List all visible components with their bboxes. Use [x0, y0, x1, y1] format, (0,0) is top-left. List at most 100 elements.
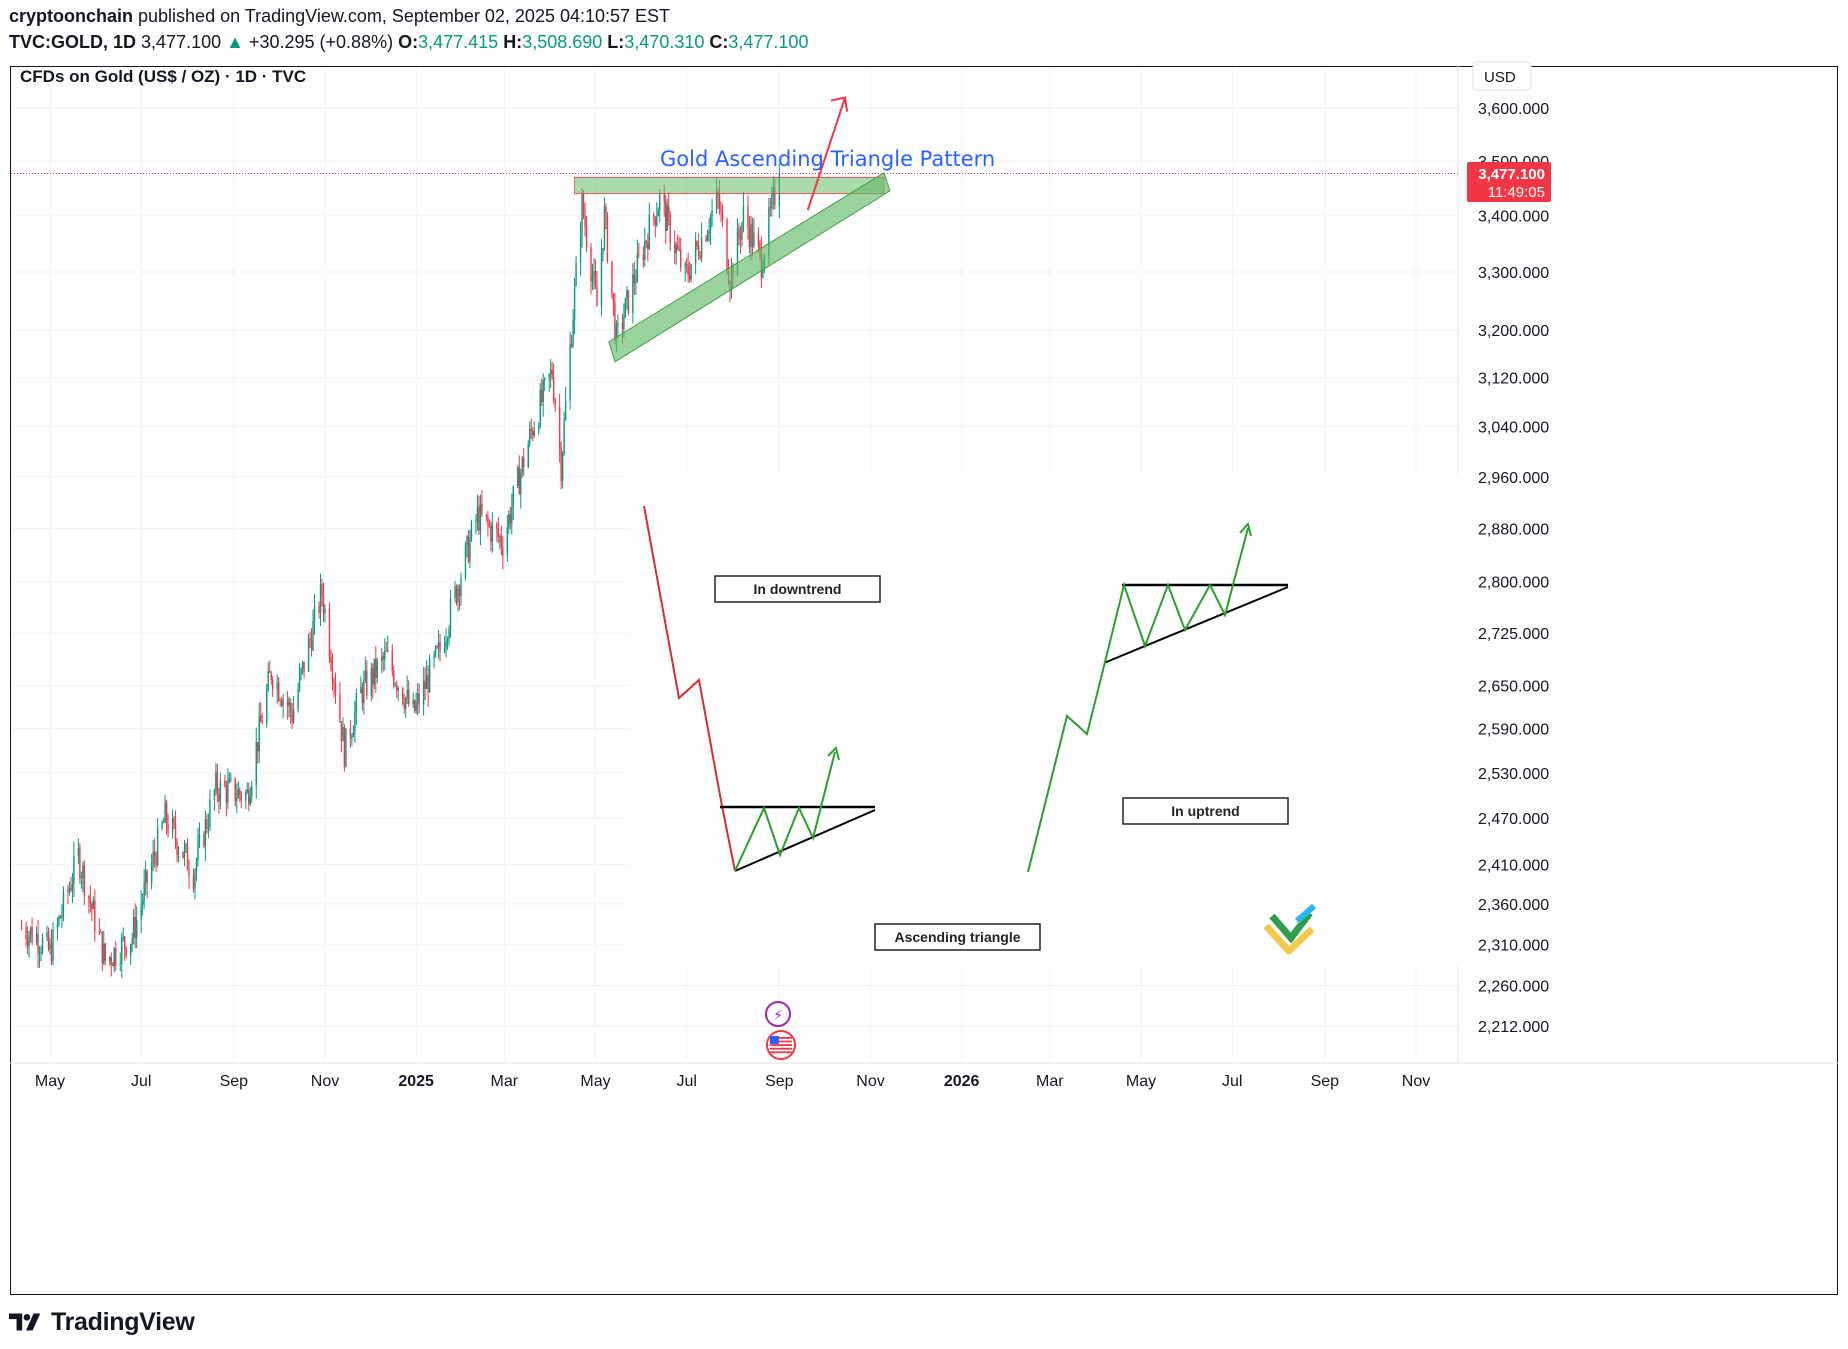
- candle: [575, 255, 577, 287]
- close-label: C:: [709, 32, 729, 52]
- author[interactable]: cryptoonchain: [9, 6, 134, 26]
- candle: [466, 535, 468, 558]
- candle-body: [427, 674, 429, 693]
- candle-body: [512, 486, 515, 508]
- candle: [165, 799, 168, 835]
- candle: [215, 763, 217, 796]
- candle: [82, 861, 84, 893]
- support-channel: [608, 172, 891, 363]
- candle: [171, 809, 174, 839]
- candle-body: [633, 274, 636, 284]
- candle: [309, 631, 311, 649]
- candle: [162, 817, 165, 824]
- candle-body: [697, 245, 700, 257]
- candle-body: [270, 672, 272, 680]
- candle: [50, 929, 53, 966]
- candle: [490, 520, 492, 552]
- candle-body: [104, 943, 106, 961]
- candle: [234, 777, 237, 807]
- candle: [59, 915, 62, 919]
- candle: [260, 701, 262, 723]
- candle: [135, 906, 138, 949]
- candle-body: [584, 216, 586, 228]
- candle: [289, 698, 292, 725]
- candle: [375, 646, 377, 693]
- candle-body: [61, 914, 63, 919]
- candle-body: [602, 248, 604, 253]
- price-chart[interactable]: CFDs on Gold (US$ / OZ) · 1D · TVC USD 3,6…: [0, 0, 1848, 1300]
- footer-brand[interactable]: TradingView: [51, 1307, 195, 1336]
- candle: [198, 822, 201, 849]
- candle-body: [381, 656, 383, 661]
- candle: [109, 955, 111, 967]
- candle-body: [721, 211, 724, 220]
- candle: [364, 657, 367, 684]
- candle-body: [100, 931, 102, 933]
- candle-body: [334, 683, 337, 695]
- candle: [204, 810, 207, 862]
- candle-body: [466, 536, 468, 545]
- candle-body: [206, 819, 208, 829]
- candle-body: [349, 728, 352, 739]
- candle-body: [375, 658, 377, 679]
- candle: [739, 226, 742, 254]
- chart-title[interactable]: CFDs on Gold (US$ / OZ) · 1D · TVC: [20, 67, 306, 86]
- candle-body: [131, 938, 133, 945]
- candle: [246, 782, 248, 794]
- candle: [591, 263, 594, 291]
- candle: [31, 917, 33, 946]
- high-value: 3,508.690: [522, 32, 603, 52]
- candle-body: [700, 237, 703, 258]
- candle-body: [768, 207, 770, 256]
- pattern-title: Gold Ascending Triangle Pattern: [660, 147, 995, 171]
- candle: [757, 227, 760, 253]
- candle: [721, 204, 724, 228]
- x-tick-label: Jul: [676, 1073, 696, 1090]
- candle: [518, 455, 520, 495]
- candle: [561, 450, 564, 489]
- candle-body: [373, 658, 376, 685]
- x-tick-label: Mar: [1036, 1073, 1064, 1090]
- candle: [469, 529, 471, 569]
- candle: [674, 230, 676, 264]
- last-price: 3,477.100: [141, 32, 222, 52]
- candle-body: [83, 865, 86, 897]
- candle: [642, 246, 645, 268]
- candle: [98, 918, 101, 936]
- candle: [161, 819, 163, 831]
- candle-body: [579, 235, 582, 263]
- candle-body: [249, 796, 251, 805]
- candle: [455, 584, 458, 606]
- candle: [488, 519, 491, 528]
- x-tick-label: 2025: [398, 1073, 434, 1090]
- candle: [258, 702, 260, 763]
- candle: [602, 247, 604, 262]
- brand-logo-icon: [1263, 903, 1316, 955]
- candle-body: [355, 693, 358, 712]
- candle: [418, 683, 420, 714]
- y-tick-label: 2,590.000: [1478, 722, 1549, 739]
- candle: [249, 786, 251, 806]
- candle: [402, 686, 404, 706]
- x-tick-label: Jul: [1222, 1073, 1242, 1090]
- candle: [509, 506, 512, 530]
- candle: [394, 682, 396, 688]
- candle-body: [690, 263, 692, 280]
- candle-body: [500, 536, 503, 548]
- candle-body: [572, 319, 574, 347]
- candle: [406, 675, 408, 704]
- bar-countdown: 11:49:05: [1488, 184, 1545, 201]
- candle: [656, 202, 658, 228]
- candle-body: [612, 293, 615, 303]
- candle-body: [623, 317, 625, 329]
- candle: [132, 908, 135, 945]
- downtrend-label-text: In downtrend: [754, 581, 842, 597]
- candle: [633, 261, 636, 295]
- candle: [769, 197, 772, 217]
- candle: [551, 361, 553, 381]
- candle-body: [418, 693, 420, 705]
- candle: [449, 589, 452, 638]
- candle: [396, 680, 398, 698]
- candle-body: [642, 254, 645, 260]
